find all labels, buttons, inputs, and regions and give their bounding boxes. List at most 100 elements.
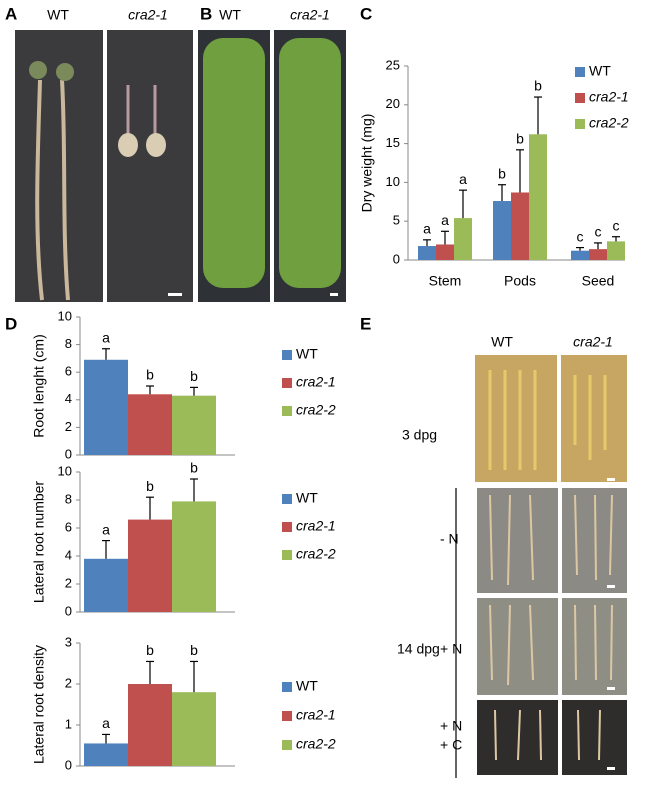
significance-letter: b bbox=[190, 460, 198, 476]
panel-label: A bbox=[5, 4, 17, 23]
bar bbox=[571, 250, 589, 260]
legend-label: WT bbox=[589, 63, 611, 79]
y-tick-label: 5 bbox=[393, 213, 400, 228]
significance-letter: b bbox=[146, 367, 154, 383]
bar bbox=[511, 192, 529, 260]
row-label: + N bbox=[440, 718, 462, 734]
seedling bbox=[488, 370, 607, 470]
panel-label: E bbox=[360, 314, 371, 333]
legend-label: cra2-1 bbox=[296, 374, 336, 390]
significance-letter: c bbox=[577, 228, 584, 244]
plant bbox=[126, 85, 157, 135]
photo-label: WT bbox=[219, 7, 241, 23]
bar bbox=[589, 249, 607, 260]
photo bbox=[477, 598, 558, 695]
bar bbox=[84, 743, 128, 766]
significance-letter: a bbox=[102, 329, 110, 345]
x-tick-label: Seed bbox=[582, 273, 615, 289]
plant bbox=[56, 63, 74, 81]
significance-letter: b bbox=[534, 78, 542, 94]
y-tick-label: 0 bbox=[65, 757, 72, 772]
row-label: + C bbox=[440, 737, 462, 753]
bar bbox=[172, 395, 216, 455]
bar bbox=[84, 359, 128, 455]
legend-swatch bbox=[575, 119, 585, 129]
panel-label: B bbox=[200, 4, 212, 23]
legend-swatch bbox=[282, 740, 292, 750]
significance-letter: b bbox=[146, 642, 154, 658]
bar bbox=[529, 134, 547, 260]
legend-swatch bbox=[282, 711, 292, 721]
row-label: 14 dpg bbox=[397, 641, 440, 657]
legend-swatch bbox=[282, 350, 292, 360]
photo bbox=[477, 488, 558, 593]
scale-bar bbox=[607, 478, 615, 481]
y-tick-label: 2 bbox=[65, 575, 72, 590]
y-axis-label: Dry weight (mg) bbox=[359, 114, 375, 213]
legend-swatch bbox=[282, 378, 292, 388]
bar bbox=[84, 558, 128, 612]
legend-swatch bbox=[575, 93, 585, 103]
legend-label: WT bbox=[296, 346, 318, 362]
significance-letter: a bbox=[102, 521, 110, 537]
y-tick-label: 4 bbox=[65, 547, 72, 562]
bar bbox=[418, 246, 436, 260]
bar bbox=[128, 519, 172, 612]
scale-bar bbox=[607, 687, 615, 690]
y-tick-label: 3 bbox=[65, 634, 72, 649]
significance-letter: b bbox=[190, 642, 198, 658]
bar bbox=[128, 684, 172, 766]
photo bbox=[475, 355, 557, 482]
y-tick-label: 2 bbox=[65, 675, 72, 690]
scale-bar bbox=[607, 585, 615, 588]
significance-letter: b bbox=[146, 478, 154, 494]
significance-letter: a bbox=[459, 171, 467, 187]
significance-letter: b bbox=[516, 131, 524, 147]
photo bbox=[561, 355, 627, 482]
legend-swatch bbox=[282, 406, 292, 416]
y-tick-label: 0 bbox=[65, 603, 72, 618]
legend-swatch bbox=[575, 67, 585, 77]
scale-bar bbox=[168, 293, 182, 296]
y-axis-label: Lateral root number bbox=[31, 481, 47, 604]
row-label: - N bbox=[440, 531, 459, 547]
y-axis-label: Root lenght (cm) bbox=[31, 334, 47, 437]
y-tick-label: 10 bbox=[386, 174, 400, 189]
y-tick-label: 1 bbox=[65, 716, 72, 731]
panel-label: C bbox=[360, 4, 372, 23]
bar bbox=[493, 201, 511, 260]
y-tick-label: 4 bbox=[65, 391, 72, 406]
legend-label: cra2-1 bbox=[589, 89, 629, 105]
bar bbox=[607, 241, 625, 260]
column-label: cra2-1 bbox=[573, 334, 613, 350]
legend-label: cra2-2 bbox=[589, 115, 629, 131]
legend-label: WT bbox=[296, 678, 318, 694]
plant bbox=[279, 38, 341, 288]
panel-label: D bbox=[5, 314, 17, 333]
x-tick-label: Pods bbox=[504, 273, 536, 289]
y-axis-label: Lateral root density bbox=[31, 645, 47, 764]
plant bbox=[35, 79, 70, 301]
significance-letter: a bbox=[441, 212, 449, 228]
bar bbox=[128, 394, 172, 455]
photo bbox=[562, 700, 627, 775]
y-tick-label: 2 bbox=[65, 419, 72, 434]
legend-label: WT bbox=[296, 490, 318, 506]
y-tick-label: 0 bbox=[393, 251, 400, 266]
y-tick-label: 0 bbox=[65, 446, 72, 461]
photo-label: WT bbox=[47, 7, 69, 23]
column-label: WT bbox=[491, 334, 513, 350]
roots bbox=[489, 494, 613, 761]
y-tick-label: 6 bbox=[65, 519, 72, 534]
y-tick-label: 20 bbox=[386, 96, 400, 111]
legend-swatch bbox=[282, 522, 292, 532]
x-tick-label: Stem bbox=[429, 273, 462, 289]
row-label: + N bbox=[440, 641, 462, 657]
legend-swatch bbox=[282, 682, 292, 692]
bar bbox=[454, 218, 472, 260]
photo-label: cra2-1 bbox=[290, 7, 330, 23]
roots bbox=[118, 133, 138, 157]
photo bbox=[477, 700, 558, 775]
significance-letter: b bbox=[498, 165, 506, 181]
